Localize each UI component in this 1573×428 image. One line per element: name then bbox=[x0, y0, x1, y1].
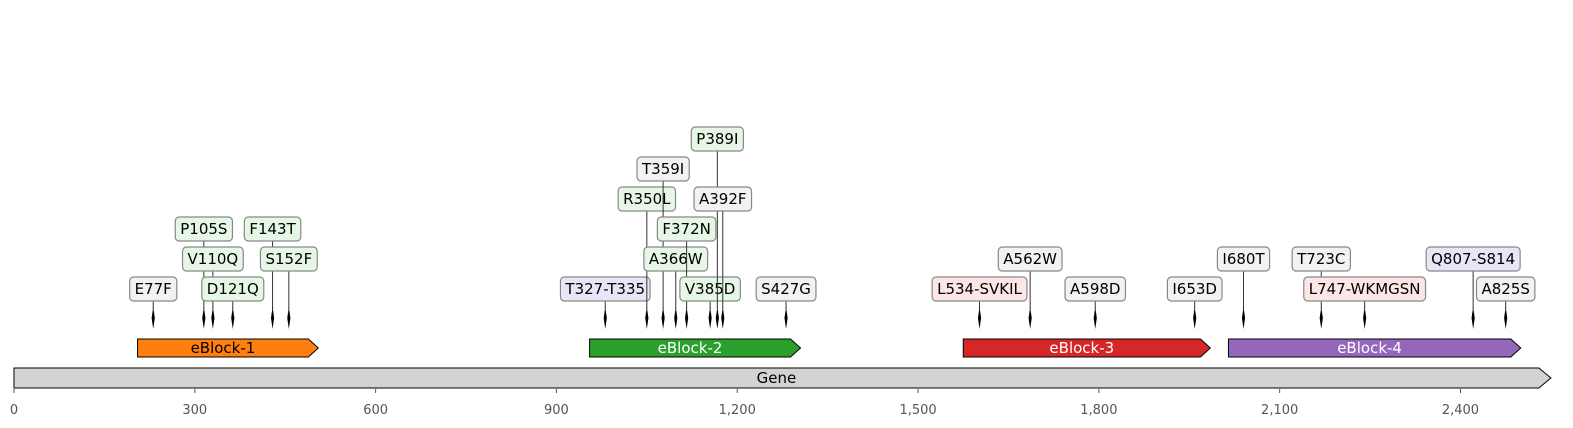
mutation-label: I680T bbox=[1222, 250, 1265, 268]
mutation-label: A598D bbox=[1070, 280, 1120, 298]
mutation-label: F143T bbox=[249, 220, 296, 238]
mutation-label-box bbox=[997, 246, 1063, 272]
mutation-label-box bbox=[259, 246, 318, 272]
gene-track: Gene bbox=[13, 367, 1552, 389]
mutation-marker bbox=[1363, 307, 1367, 329]
mutation-label: P389I bbox=[696, 130, 738, 148]
mutation-label-box bbox=[617, 186, 677, 212]
mutation-label-box bbox=[636, 156, 690, 182]
mutation-label-box bbox=[1064, 276, 1127, 302]
axis-tick-label: 1,500 bbox=[899, 403, 936, 418]
mutation-label-box bbox=[755, 276, 817, 302]
mutation-marker bbox=[270, 307, 275, 329]
x-axis: 0 300 600 900 1,200 1,500 1,800 2,100 2,400 bbox=[10, 389, 1479, 418]
mutation-marker bbox=[977, 307, 982, 329]
mutation-label-box bbox=[693, 186, 753, 212]
mutation-label: S152F bbox=[265, 250, 312, 268]
mutation-marker bbox=[715, 307, 719, 329]
mutation-label-box bbox=[201, 276, 265, 302]
mutation-marker bbox=[645, 307, 649, 329]
mutation-label-box bbox=[559, 276, 651, 302]
mutation-label: V110Q bbox=[188, 250, 239, 268]
mutation-marker bbox=[151, 307, 155, 329]
mutation-label: T359I bbox=[641, 160, 684, 178]
mutation-label: A825S bbox=[1481, 280, 1529, 298]
mutation-label-box bbox=[1425, 246, 1521, 272]
eblock-bar bbox=[1227, 338, 1522, 358]
mutation-label-box bbox=[1216, 246, 1271, 272]
eblock-bar bbox=[589, 338, 802, 358]
eblock-label: eBlock-3 bbox=[1049, 339, 1114, 357]
mutation-label: I653D bbox=[1172, 280, 1217, 298]
mutation-marker bbox=[1504, 307, 1508, 329]
gene-label: Gene bbox=[757, 369, 797, 387]
mutation-label: E77F bbox=[135, 280, 172, 298]
mutation-marker bbox=[1319, 307, 1323, 329]
mutation-label-box bbox=[643, 246, 709, 272]
mutation-label: S427G bbox=[761, 280, 811, 298]
mutation-marker bbox=[287, 307, 291, 329]
mutation-marker bbox=[202, 307, 206, 329]
mutation-marker bbox=[1193, 307, 1197, 329]
mutation-label-box bbox=[174, 216, 234, 242]
mutation-label-box bbox=[1166, 276, 1223, 302]
axis-tick-label: 300 bbox=[182, 403, 207, 418]
eblock-bar bbox=[137, 338, 320, 358]
eblock-label: eBlock-4 bbox=[1337, 339, 1402, 357]
axis-tick-label: 0 bbox=[10, 403, 18, 418]
mutation-label: A562W bbox=[1003, 250, 1057, 268]
mutation-label-box bbox=[129, 276, 178, 302]
mutation-label: T723C bbox=[1296, 250, 1345, 268]
eblock-track: eBlock-1 eBlock-2 eBlock-3 eBlock-4 bbox=[137, 338, 1522, 358]
mutation-marker bbox=[1093, 307, 1097, 329]
mutation-marker bbox=[674, 307, 678, 329]
axis-tick-label: 2,100 bbox=[1261, 403, 1298, 418]
mutation-label: Q807-S814 bbox=[1431, 250, 1515, 268]
axis-tick-label: 900 bbox=[544, 403, 569, 418]
mutation-label: V385D bbox=[685, 280, 735, 298]
mutation-label-box bbox=[1291, 246, 1351, 272]
mutation-marker bbox=[721, 307, 725, 329]
eblock-label: eBlock-2 bbox=[658, 339, 723, 357]
mutation-label: P105S bbox=[180, 220, 227, 238]
mutation-label-box bbox=[1475, 276, 1536, 302]
mutation-marker bbox=[1471, 307, 1475, 329]
gene-bar bbox=[13, 367, 1552, 389]
mutation-marker bbox=[784, 307, 788, 329]
mutation-label: D121Q bbox=[207, 280, 259, 298]
mutation-marker bbox=[231, 307, 235, 329]
mutation-label: L747-WKMGSN bbox=[1309, 280, 1421, 298]
mutation-label-box bbox=[1303, 276, 1427, 302]
mutation-label-box bbox=[931, 276, 1028, 302]
mutation-label-box bbox=[656, 216, 717, 242]
mutation-label: A366W bbox=[649, 250, 703, 268]
mutation-label-box bbox=[181, 246, 244, 272]
mutation-label: T327-T335 bbox=[564, 280, 645, 298]
axis-tick-label: 600 bbox=[363, 403, 388, 418]
axis-tick-label: 1,200 bbox=[719, 403, 756, 418]
eblock-bar bbox=[962, 338, 1212, 358]
axis-tick-label: 1,800 bbox=[1080, 403, 1117, 418]
axis-tick-label: 2,400 bbox=[1442, 403, 1479, 418]
mutation-marker bbox=[1241, 307, 1246, 329]
mutation-label-box bbox=[243, 216, 302, 242]
mutation-label-box bbox=[690, 126, 745, 152]
mutation-label: A392F bbox=[699, 190, 747, 208]
mutation-marker bbox=[603, 307, 607, 329]
mutation-label-box bbox=[679, 276, 741, 302]
mutation-label: R350L bbox=[623, 190, 671, 208]
eblock-label: eBlock-1 bbox=[191, 339, 256, 357]
mutation-track: E77F P105S V110Q D121Q F143T S152F T327-T335 R3… bbox=[129, 126, 1536, 329]
mutation-marker bbox=[661, 307, 665, 329]
mutation-marker bbox=[685, 307, 689, 329]
mutation-label: L534-SVKIL bbox=[937, 280, 1022, 298]
mutation-marker bbox=[211, 307, 215, 329]
mutation-marker bbox=[708, 307, 712, 329]
mutation-marker bbox=[1028, 307, 1032, 329]
mutation-label: F372N bbox=[662, 220, 710, 238]
